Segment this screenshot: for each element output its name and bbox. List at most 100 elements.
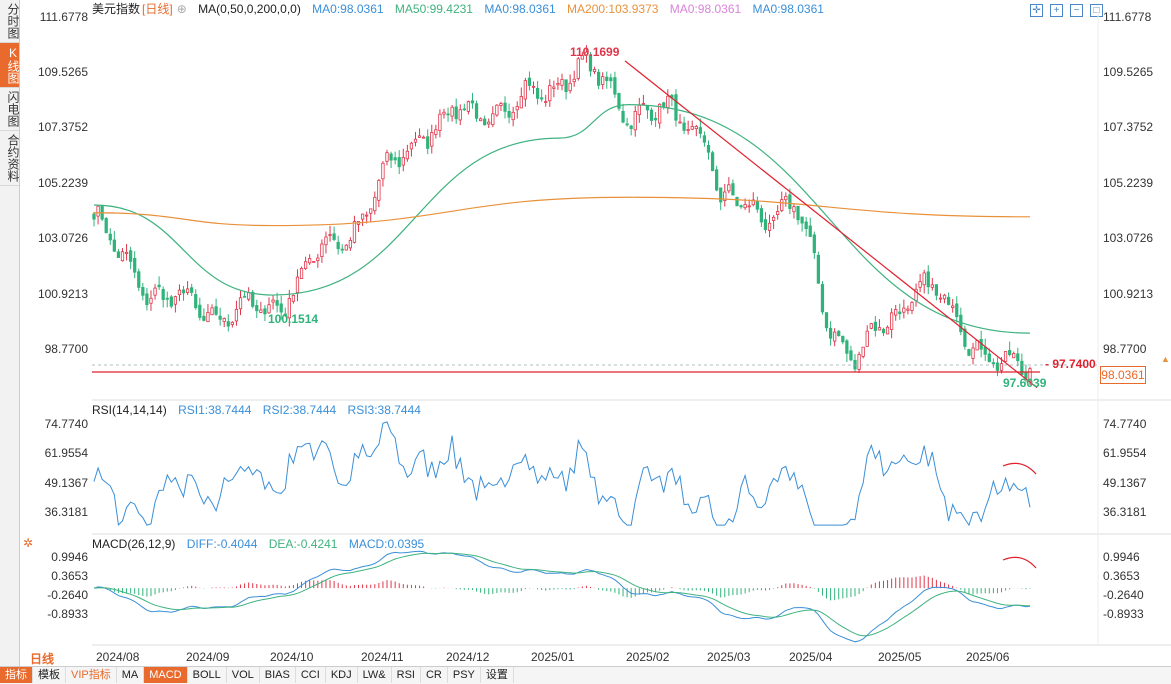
- ma-params[interactable]: MA(0,50,0,200,0,0): [198, 2, 301, 16]
- period-selector[interactable]: 日线: [30, 652, 55, 666]
- toolbar-template[interactable]: 模板: [33, 667, 66, 683]
- candle-body: [360, 213, 365, 220]
- y-tick-left: 109.5265: [37, 65, 88, 80]
- candle-body: [926, 271, 930, 288]
- rsi-name[interactable]: RSI(14,14,14): [92, 403, 167, 417]
- candle-body: [845, 340, 849, 354]
- candle-body: [149, 297, 153, 304]
- candle-body: [157, 284, 161, 288]
- y-tick-left: 100.9213: [37, 286, 88, 301]
- candle-body: [735, 197, 739, 207]
- candle-body: [214, 306, 218, 315]
- x-tick-label: 2025/02: [626, 650, 670, 664]
- candle-body: [784, 195, 788, 201]
- candle-body: [377, 180, 381, 201]
- candle-body: [564, 79, 568, 93]
- candle-body: [194, 294, 198, 309]
- high-label: 110.1699: [570, 45, 620, 59]
- candle-body: [666, 95, 670, 109]
- fullscreen-icon[interactable]: □: [1090, 4, 1103, 17]
- macd-arrow-annotation: [1002, 556, 1037, 569]
- tab-timeshare[interactable]: 分时图: [0, 0, 20, 43]
- crosshair-icon[interactable]: ✛: [1030, 4, 1043, 17]
- candle-body: [116, 251, 121, 258]
- toolbar-lw[interactable]: LW&: [358, 667, 392, 683]
- toolbar-vip[interactable]: VIP指标: [66, 667, 117, 683]
- tab-flash[interactable]: 闪电图: [0, 88, 20, 131]
- rsi-arrow-annotation: [1002, 462, 1037, 475]
- y-tick-right: 0.3653: [1103, 568, 1140, 583]
- candle-body: [181, 289, 186, 294]
- ma-value-2: MA50:99.4231: [394, 2, 473, 16]
- candle-body: [576, 58, 580, 79]
- candle-body: [275, 300, 279, 306]
- candle-body: [588, 54, 593, 72]
- macd-name[interactable]: MACD(26,12,9): [92, 537, 176, 551]
- zoom-in-icon[interactable]: +: [1050, 4, 1063, 17]
- candle-body: [605, 76, 609, 82]
- toolbar-rsi[interactable]: RSI: [392, 667, 421, 683]
- candle-body: [303, 261, 308, 269]
- tab-kline[interactable]: K线图: [0, 43, 20, 88]
- candle-body: [247, 292, 251, 300]
- toolbar-ma[interactable]: MA: [117, 667, 145, 683]
- candle-body: [987, 353, 991, 363]
- toolbar-psy[interactable]: PSY: [448, 667, 481, 683]
- candle-body: [352, 221, 357, 243]
- dea-line: [93, 552, 1031, 637]
- y-tick-left: 107.3752: [37, 120, 88, 135]
- y-tick-left: 0.9946: [51, 549, 88, 564]
- toolbar-cr[interactable]: CR: [421, 667, 448, 683]
- y-tick-left: -0.2640: [47, 588, 88, 603]
- tab-contract-info[interactable]: 合约资料: [0, 131, 20, 186]
- toolbar-settings[interactable]: 设置: [481, 667, 514, 683]
- candle-body: [694, 126, 698, 130]
- toolbar-vol[interactable]: VOL: [227, 667, 260, 683]
- candle-body: [674, 94, 678, 121]
- candle-body: [902, 307, 906, 313]
- toolbar-cci[interactable]: CCI: [296, 667, 326, 683]
- candle-body: [780, 199, 784, 211]
- x-tick-label: 2025/06: [966, 650, 1010, 664]
- settings-small-icon[interactable]: ⊕: [176, 2, 187, 16]
- level-label: - 97.7400: [1045, 357, 1096, 371]
- toolbar-boll[interactable]: BOLL: [188, 667, 227, 683]
- candle-body: [299, 267, 304, 279]
- toolbar-macd[interactable]: MACD: [144, 667, 188, 683]
- candle-body: [450, 106, 454, 117]
- y-tick-right: -0.8933: [1103, 607, 1144, 622]
- candle-body: [649, 109, 654, 121]
- candle-body: [751, 199, 755, 206]
- toolbar-bias[interactable]: BIAS: [260, 667, 296, 683]
- zoom-out-icon[interactable]: −: [1070, 4, 1083, 17]
- candle-body: [1016, 353, 1020, 362]
- candle-body: [210, 307, 214, 316]
- candle-body: [719, 187, 723, 203]
- candle-body: [621, 110, 625, 123]
- candle-body: [324, 236, 328, 246]
- candle-body: [686, 129, 690, 131]
- candle-body: [995, 362, 1000, 371]
- candle-body: [910, 302, 914, 311]
- candle-body: [1012, 353, 1016, 359]
- y-tick-right: 111.6778: [1103, 9, 1152, 24]
- y-tick-right: -0.2640: [1103, 588, 1144, 603]
- candle-body: [881, 328, 886, 334]
- candle-body: [519, 96, 523, 109]
- candle-body: [617, 92, 621, 109]
- candle-body: [833, 331, 837, 342]
- candle-body: [507, 111, 511, 118]
- candle-body: [96, 205, 100, 217]
- candle-body: [796, 205, 800, 221]
- candle-body: [1003, 351, 1008, 362]
- gear-icon[interactable]: ✲: [23, 536, 34, 550]
- x-tick-label: 2025/01: [531, 650, 575, 664]
- toolbar-kdj[interactable]: KDJ: [326, 667, 358, 683]
- toolbar-indicators[interactable]: 指标: [0, 667, 33, 683]
- x-tick-label: 2024/12: [446, 650, 490, 664]
- candle-body: [938, 297, 943, 300]
- y-tick-right: 0.9946: [1103, 549, 1140, 564]
- candle-body: [369, 208, 373, 214]
- candle-body: [637, 104, 641, 116]
